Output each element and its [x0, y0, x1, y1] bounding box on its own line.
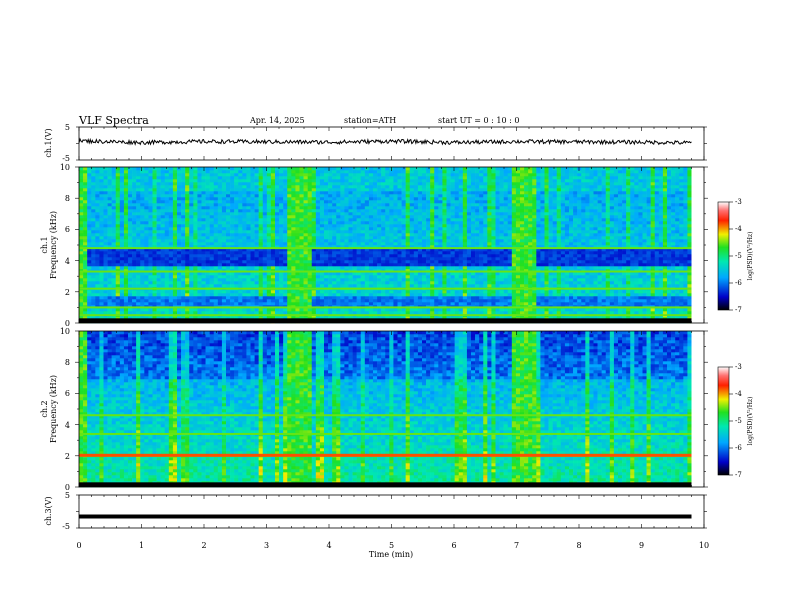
ch3-wave-tick-top: 5: [65, 491, 70, 500]
colorbar-ch1-tick: -6: [735, 279, 742, 287]
colorbar-ch2-tick: -6: [735, 444, 742, 452]
colorbar-ch2-tick: -7: [735, 471, 742, 479]
colorbar-ch2-tick: -5: [735, 417, 742, 425]
ch2-freq-tick: 4: [65, 421, 70, 430]
station-label: station=ATH: [344, 116, 396, 125]
spectral-line: [79, 314, 692, 317]
spectral-line: [79, 414, 692, 417]
spectral-line: [79, 432, 692, 435]
x-tick-label: 2: [201, 541, 206, 550]
colorbar-ch1-scale: [717, 201, 730, 311]
ch1-freq-tick: 2: [65, 288, 70, 297]
start-time-label: start UT = 0 : 10 : 0: [438, 116, 519, 125]
x-tick-label: 0: [76, 541, 81, 550]
spectral-line: [79, 306, 692, 309]
ch3-waveform-frame: [78, 494, 705, 529]
colorbar-ch2-scale: [717, 366, 730, 476]
spectral-line: [79, 287, 692, 290]
ch1-spectrogram: [79, 167, 704, 324]
x-tick-label: 4: [326, 541, 331, 550]
colorbar-ch2-tick: -4: [735, 390, 742, 398]
waveform-trace: [78, 137, 692, 146]
ch1-waveform-frame: [78, 126, 705, 161]
ch1-waveform: [78, 137, 692, 146]
x-tick-label: 8: [576, 541, 581, 550]
date-label: Apr. 14, 2025: [249, 116, 305, 125]
ch2-freq-tick: 8: [65, 358, 70, 367]
colorbar-ch1-label: log(PSD)(V²/Hz): [747, 232, 754, 281]
colorbar-ch1: -3 -4 -5 -6 -7 log(PSD)(V²/Hz): [717, 198, 754, 314]
x-tick-label: 1: [139, 541, 144, 550]
ch1-freq-tick: 6: [65, 225, 70, 234]
x-tick-label: 5: [389, 541, 394, 550]
ch1-frequency-ylabel: Frequency (kHz): [49, 211, 58, 279]
x-tick-label: 9: [639, 541, 644, 550]
ch3-wave-tick-bottom: -5: [62, 522, 70, 531]
ch2-freq-tick: 2: [65, 452, 70, 461]
x-tick-labels: 0 1 2 3 4 5 6 7 8 9 10: [76, 541, 709, 550]
ch1-freq-tick: 8: [65, 194, 70, 203]
colorbar-ch2: -3 -4 -5 -6 -7 log(PSD)(V²/Hz): [717, 363, 754, 479]
ch1-wave-tick-bottom: -5: [62, 154, 70, 163]
colorbar-ch2-tick: -3: [735, 363, 742, 371]
x-axis-label: Time (min): [369, 550, 413, 559]
colorbar-ch1-tick: -4: [735, 225, 742, 233]
ch2-freq-tick: 6: [65, 389, 70, 398]
x-tick-label: 3: [264, 541, 269, 550]
ch2-spectrogram: [79, 331, 704, 488]
ch2-freq-tick: 10: [60, 327, 70, 336]
ch2-frequency-ylabel: Frequency (kHz): [49, 375, 58, 443]
ch1-wave-tick-top: 5: [65, 123, 70, 132]
spectral-line: [79, 270, 692, 273]
colorbar-ch2-label: log(PSD)(V²/Hz): [747, 397, 754, 446]
ch1-freq-tick: 0: [65, 319, 70, 328]
spectral-line: [79, 247, 692, 250]
colorbar-ch1-tick: -3: [735, 198, 742, 206]
strong-spectral-line: [79, 453, 692, 457]
axis-ticks: [75, 126, 708, 529]
ch2-freq-tick: 0: [65, 483, 70, 492]
x-tick-label: 7: [514, 541, 519, 550]
ch1-freq-tick: 10: [60, 163, 70, 172]
x-tick-label: 10: [699, 541, 709, 550]
figure-title: VLF Spectra: [78, 114, 149, 127]
x-tick-label: 6: [451, 541, 456, 550]
ch1-freq-tick: 4: [65, 257, 70, 266]
ch1-waveform-ylabel: ch.1(V): [44, 128, 53, 157]
ch3-waveform-ylabel: ch.3(V): [44, 496, 53, 525]
ch1-channel-label: ch.1: [40, 236, 49, 253]
colorbar-ch1-tick: -7: [735, 306, 742, 314]
ch2-channel-label: ch.2: [40, 400, 49, 417]
colorbar-ch1-tick: -5: [735, 252, 742, 260]
